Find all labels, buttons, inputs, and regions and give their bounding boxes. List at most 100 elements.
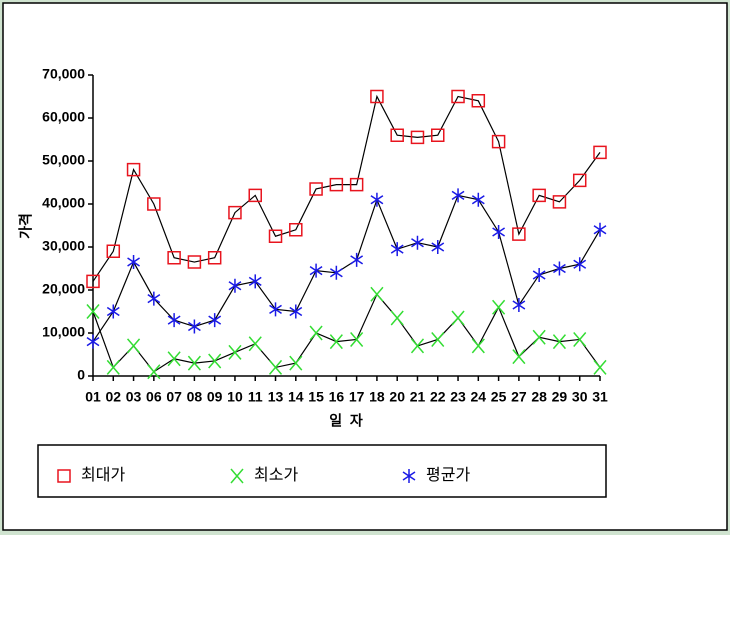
marker — [187, 255, 202, 269]
x-tick-label: 25 — [491, 389, 507, 405]
marker — [532, 329, 546, 345]
x-tick-label: 15 — [308, 389, 324, 405]
marker — [552, 334, 567, 350]
marker — [167, 313, 181, 328]
y-tick-label: 10,000 — [42, 324, 85, 340]
marker — [309, 182, 323, 196]
marker — [167, 351, 181, 367]
x-tick-label: 17 — [349, 389, 365, 405]
series-line — [92, 293, 601, 373]
y-tick-label: 0 — [77, 367, 85, 383]
marker — [248, 274, 262, 289]
marker — [512, 227, 526, 241]
marker — [309, 263, 323, 278]
marker — [492, 299, 506, 315]
marker — [269, 302, 282, 317]
x-axis-label: 일 자 — [329, 413, 363, 429]
marker — [471, 192, 485, 207]
marker — [248, 336, 262, 352]
y-tick-label: 40,000 — [42, 195, 85, 211]
marker — [512, 349, 526, 365]
marker — [410, 130, 425, 145]
marker — [431, 331, 445, 347]
marker — [349, 177, 364, 192]
marker — [126, 162, 141, 177]
marker — [350, 252, 364, 267]
legend-label: 최소가 — [254, 466, 298, 484]
x-tick-label: 28 — [531, 389, 547, 405]
marker — [289, 304, 303, 319]
marker — [329, 334, 343, 350]
marker — [572, 173, 587, 188]
marker — [370, 286, 384, 302]
x-tick-label: 14 — [288, 389, 304, 405]
marker — [593, 222, 607, 237]
marker — [431, 240, 445, 254]
marker — [268, 229, 283, 243]
marker — [147, 364, 161, 380]
marker — [573, 257, 587, 272]
marker — [471, 338, 485, 354]
y-tick-label: 20,000 — [42, 281, 85, 297]
marker — [106, 359, 120, 375]
marker — [593, 359, 607, 375]
marker — [350, 331, 364, 347]
marker — [106, 304, 120, 319]
y-tick-label: 50,000 — [42, 152, 85, 168]
legend-box — [37, 444, 607, 498]
marker — [228, 344, 242, 360]
marker — [329, 265, 343, 280]
marker — [451, 310, 465, 326]
marker — [289, 355, 303, 371]
marker — [187, 355, 201, 371]
marker — [411, 235, 424, 250]
marker — [552, 195, 567, 209]
marker — [471, 94, 486, 108]
x-tick-label: 22 — [430, 389, 446, 405]
marker — [208, 313, 222, 328]
legend-label: 평균가 — [426, 466, 470, 484]
marker — [228, 278, 242, 293]
x-tick-label: 30 — [572, 389, 588, 405]
marker — [491, 134, 506, 149]
x-tick-label: 10 — [227, 389, 243, 405]
marker — [370, 192, 384, 207]
x-tick-label: 21 — [410, 389, 426, 405]
x-tick-label: 09 — [207, 389, 223, 405]
marker — [451, 188, 465, 203]
marker — [86, 274, 100, 289]
marker — [106, 244, 121, 259]
marker — [390, 242, 404, 257]
x-tick-label: 06 — [146, 389, 162, 405]
marker — [390, 128, 404, 142]
x-tick-label: 18 — [369, 389, 385, 405]
x-tick-label: 20 — [389, 389, 405, 405]
marker — [492, 224, 506, 239]
marker — [573, 331, 587, 347]
y-tick-label: 60,000 — [42, 109, 85, 125]
marker — [532, 188, 546, 203]
x-tick-label: 07 — [166, 389, 182, 405]
x-tick-label: 31 — [592, 389, 608, 405]
x-tick-label: 03 — [126, 389, 142, 405]
marker — [147, 197, 161, 211]
marker — [309, 325, 323, 341]
marker — [147, 291, 161, 306]
x-tick-label: 23 — [450, 389, 466, 405]
marker — [167, 251, 181, 265]
x-tick-label: 27 — [511, 389, 527, 405]
marker — [86, 334, 100, 349]
x-tick-label: 13 — [268, 389, 284, 405]
marker — [512, 298, 526, 313]
legend-label: 최대가 — [81, 466, 125, 484]
legend-marker — [230, 468, 244, 484]
legend-marker — [57, 469, 71, 483]
marker — [451, 89, 465, 104]
y-tick-label: 30,000 — [42, 238, 85, 254]
x-tick-label: 11 — [248, 389, 263, 405]
marker — [329, 177, 344, 192]
y-tick-label: 70,000 — [42, 66, 85, 82]
marker — [207, 251, 222, 265]
marker — [553, 261, 566, 276]
